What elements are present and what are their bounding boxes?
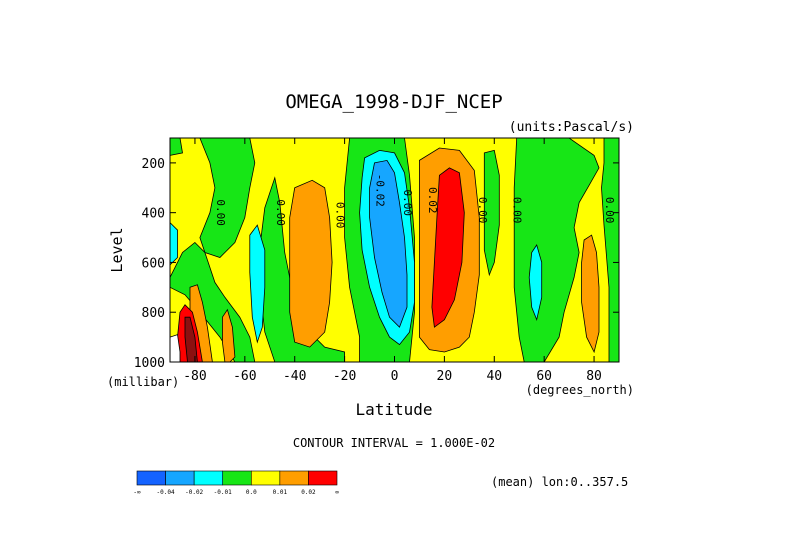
x-axis-unit: (degrees_north): [526, 383, 634, 397]
colorbar-swatch-5: [279, 470, 309, 486]
orange-region-north-polar: [581, 234, 600, 354]
contour-label-7: 0.00: [511, 197, 524, 224]
contour-label-1: 0.00: [274, 199, 287, 226]
x-tick-label-2: -40: [283, 369, 306, 384]
colorbar-swatch-0: [136, 470, 166, 486]
x-tick-label-3: -20: [333, 369, 356, 384]
cyan-region-south-mid: [249, 224, 266, 344]
green-region-north-tropic: [483, 149, 500, 277]
y-tick-label-3: 800: [142, 306, 165, 321]
y-tick-label-1: 400: [142, 207, 165, 222]
contour-label-5: 0.02: [426, 187, 439, 214]
contour-interval-text: CONTOUR INTERVAL = 1.000E-02: [293, 436, 495, 450]
contour-label-3: -0.02: [374, 174, 387, 207]
colorbar-swatch-1: [165, 470, 195, 486]
orange-region-south-sub: [222, 308, 236, 363]
blue-region-equator: [369, 159, 408, 328]
green-region-south-mid: [199, 137, 256, 258]
colorbar-label-7: ∞: [335, 489, 339, 496]
cyan-region-north-mid: [528, 244, 543, 322]
red-region-north-tropic: [431, 167, 465, 328]
chart-title: OMEGA_1998-DJF_NCEP: [285, 91, 502, 113]
colorbar-swatch-6: [308, 470, 338, 486]
y-tick-label-2: 600: [142, 256, 165, 271]
contour-label-6: 0.00: [476, 197, 489, 224]
axis-ticks: -80 -60 -40 -20 0 20 40 60 80 200 400 600 800 1000: [134, 138, 619, 384]
colorbar-label-0: -∞: [133, 489, 141, 496]
cyan-region-south-edge: [169, 221, 178, 266]
contour-labels: 0.00 0.00 0.00 -0.02 0.00 0.02 0.00 0.00 0.00: [214, 174, 616, 229]
x-tick-label-4: 0: [391, 369, 399, 384]
colorbar-swatch-3: [222, 470, 252, 486]
units-label: (units:Pascal/s): [509, 120, 634, 135]
green-region-antarctic: [169, 137, 183, 156]
colorbar-label-4: 0.0: [246, 489, 257, 496]
y-axis-label: Level: [108, 227, 126, 272]
contour-label-4: 0.00: [401, 189, 414, 216]
colorbar-label-5: 0.01: [273, 489, 288, 496]
x-tick-label-7: 60: [536, 369, 552, 384]
x-tick-label-0: -80: [183, 369, 206, 384]
colorbar-label-3: -0.01: [214, 489, 232, 496]
x-tick-label-1: -60: [233, 369, 256, 384]
x-tick-label-5: 20: [437, 369, 453, 384]
colorbar-swatch-2: [193, 470, 224, 486]
colorbar-label-2: -0.02: [185, 489, 203, 496]
y-tick-label-0: 200: [142, 157, 165, 172]
contour-label-8: 0.00: [603, 197, 616, 224]
y-tick-label-4: 1000: [134, 356, 165, 371]
contour-label-0: 0.00: [214, 199, 227, 226]
orange-region-south-mid: [289, 179, 333, 348]
y-axis-unit: (millibar): [107, 375, 179, 389]
contour-fills: [169, 137, 620, 363]
mean-text: (mean) lon:0..357.5: [491, 475, 628, 489]
colorbar: -∞ -0.04 -0.02 -0.01 0.0 0.01 0.02 ∞: [133, 470, 339, 496]
colorbar-swatch-4: [250, 470, 281, 486]
contour-label-2: 0.00: [334, 202, 347, 229]
colorbar-label-6: 0.02: [301, 489, 316, 496]
x-tick-label-8: 80: [586, 369, 602, 384]
x-axis-label: Latitude: [355, 400, 432, 419]
colorbar-label-1: -0.04: [157, 489, 175, 496]
x-tick-label-6: 40: [486, 369, 502, 384]
